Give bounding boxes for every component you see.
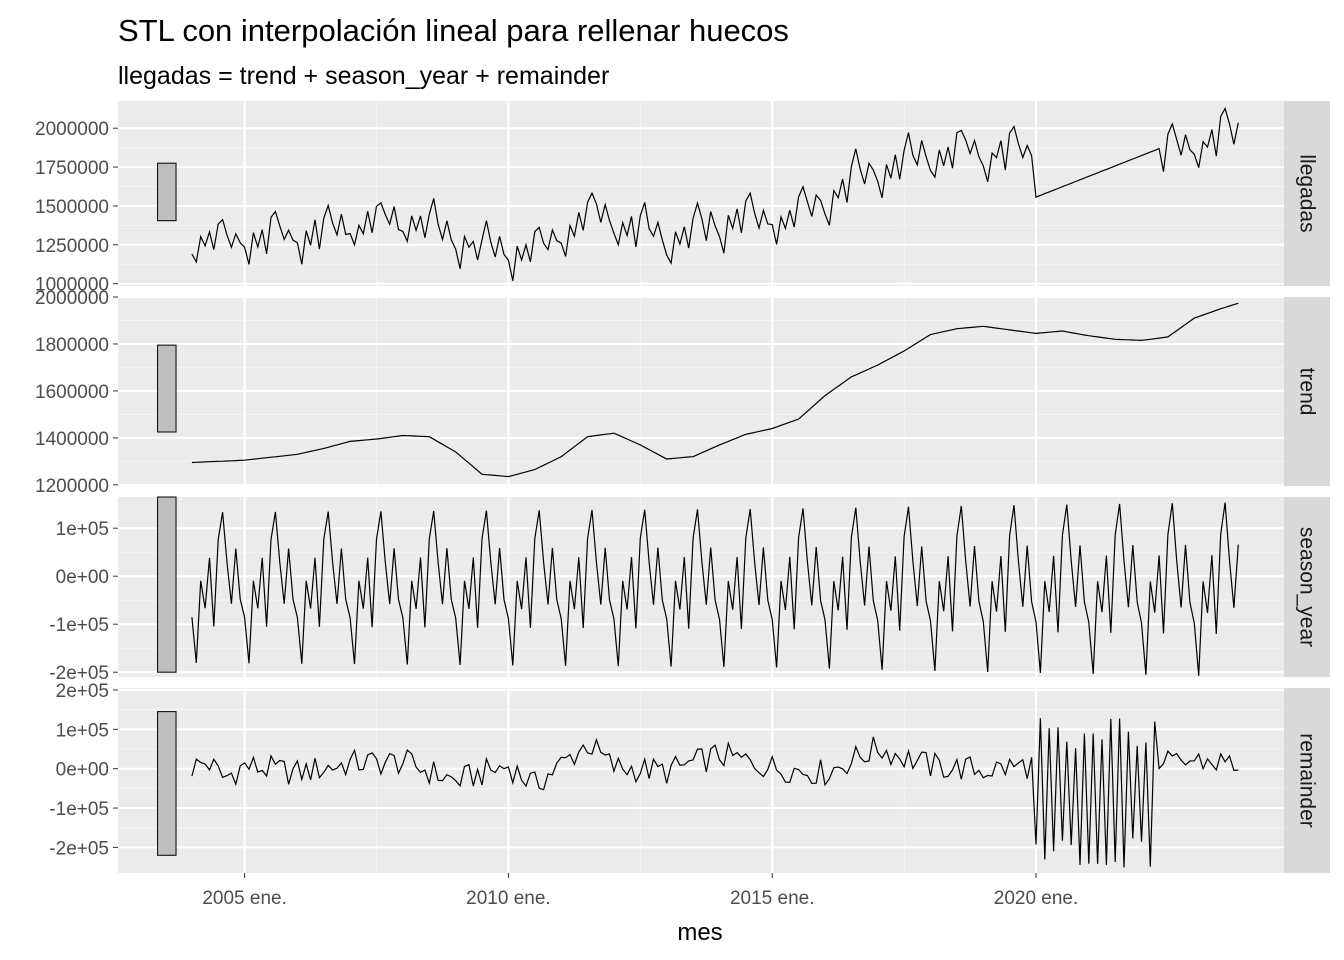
series-line-llegadas (191, 106, 1239, 281)
tick-label-y: 1750000 (35, 158, 109, 179)
tick-label-y: -2e+05 (49, 838, 109, 859)
tick-label-y: 1250000 (35, 236, 109, 257)
tick-label-x: 2010 ene. (466, 888, 551, 909)
tick-label-y: 0e+00 (56, 760, 109, 781)
strip-label-season_year: season_year (1296, 527, 1319, 647)
strip-label-trend: trend (1296, 368, 1319, 416)
strip-background (1284, 297, 1330, 486)
panel-background (118, 497, 1284, 677)
x-axis-label: mes (677, 919, 722, 946)
tick-label-y: 2000000 (35, 288, 109, 309)
tick-label-y: 1200000 (35, 476, 109, 497)
strip-label-remainder: remainder (1296, 733, 1319, 828)
tick-label-y: 1800000 (35, 335, 109, 356)
tick-label-y: 1e+05 (56, 519, 109, 540)
tick-label-y: 1e+05 (56, 720, 109, 741)
tick-label-y: 1400000 (35, 429, 109, 450)
panels: 1000000 1250000 1500000 1750000 2000000 llega… (35, 101, 1330, 873)
tick-label-y: 2e+05 (56, 681, 109, 702)
range-bar (157, 496, 177, 673)
chart-subtitle: llegadas = trend + season_year + remaind… (118, 62, 609, 90)
strip-label-llegadas: llegadas (1296, 154, 1319, 232)
tick-label-y: 1500000 (35, 197, 109, 218)
strip-background (1284, 101, 1330, 286)
tick-label-y: -1e+05 (49, 615, 109, 636)
panel-season_year: -2e+05 -1e+05 0e+00 1e+05 season_year (49, 496, 1330, 684)
range-bar (157, 711, 177, 856)
tick-label-x: 2005 ene. (202, 888, 287, 909)
series-line-trend (191, 302, 1239, 478)
strip-background (1284, 497, 1330, 677)
panel-trend: 1200000 1400000 1600000 1800000 2000000 trend (35, 288, 1330, 497)
strip-background (1284, 688, 1330, 873)
tick-label-y: 0e+00 (56, 567, 109, 588)
series-line-season_year (191, 502, 1239, 676)
tick-label-y: -2e+05 (49, 663, 109, 684)
panel-background (118, 101, 1284, 286)
tick-label-y: 2000000 (35, 119, 109, 140)
tick-label-x: 2015 ene. (730, 888, 815, 909)
tick-label-y: 1600000 (35, 382, 109, 403)
panel-llegadas: 1000000 1250000 1500000 1750000 2000000 llega… (35, 101, 1330, 296)
tick-label-y: -1e+05 (49, 799, 109, 820)
panel-remainder: -2e+05 -1e+05 0e+00 1e+05 2e+05 remainder (49, 681, 1330, 873)
tick-label-y: 1000000 (35, 275, 109, 296)
chart-title: STL con interpolación lineal para rellen… (118, 13, 789, 48)
range-bar (157, 162, 177, 222)
x-axis: 2005 ene. 2010 ene. 2015 ene. 2020 ene. (202, 873, 1078, 909)
series-line-remainder (191, 718, 1239, 868)
tick-label-x: 2020 ene. (994, 888, 1079, 909)
range-bar (157, 344, 177, 433)
